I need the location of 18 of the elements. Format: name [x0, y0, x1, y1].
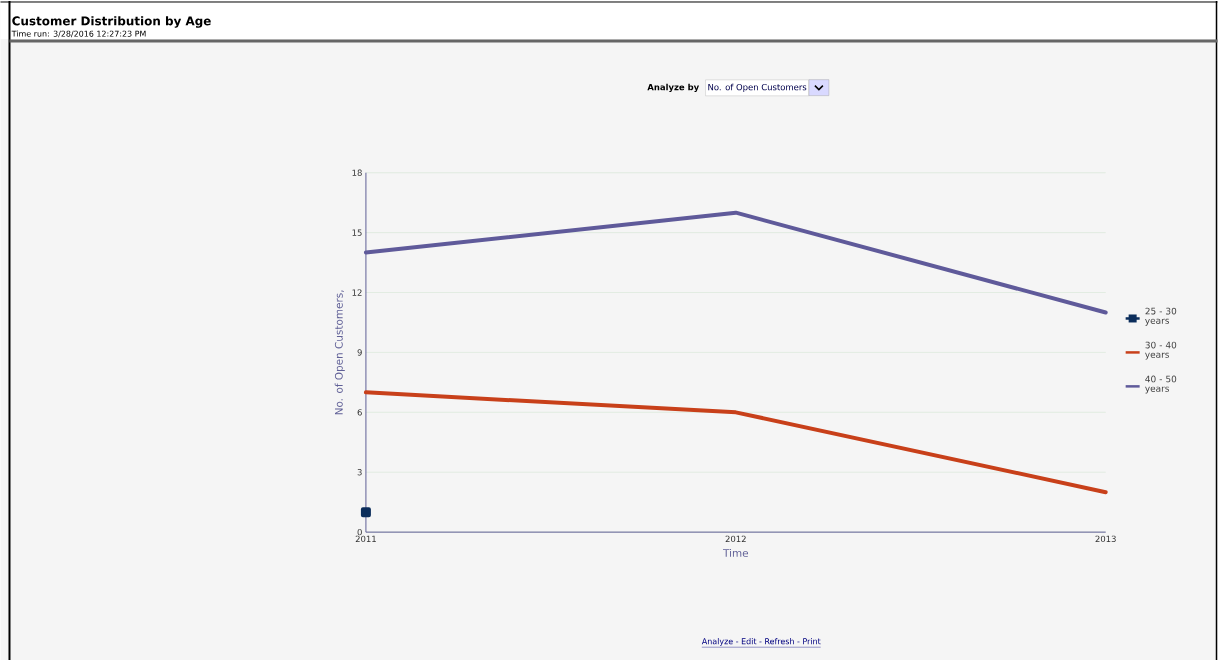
legend-label: 30 - 40 years [1145, 341, 1177, 360]
text: Customer Distribution by Age [12, 16, 211, 28]
x-tick-label: 2011 [355, 535, 376, 543]
legend-label: 40 - 50 years [1145, 375, 1177, 394]
legend-label: 25 - 30 years [1145, 307, 1177, 326]
x-tick-label: 2013 [1095, 535, 1116, 543]
y-tick-label: 3 [357, 469, 362, 476]
y-tick-label: 12 [352, 289, 362, 296]
y-tick-label: 18 [352, 169, 362, 176]
x-tick-label: 2012 [725, 535, 746, 543]
x-axis-title: Time [723, 548, 749, 557]
y-tick-label: 6 [357, 409, 362, 416]
text: Analyze by [647, 83, 700, 93]
text: No. of Open Customers [708, 83, 807, 92]
y-axis-title: No. of Open Customers, [334, 290, 345, 415]
y-tick-label: 0 [357, 528, 362, 536]
y-tick-label: 15 [352, 229, 362, 236]
y-tick-label: 9 [357, 349, 362, 356]
